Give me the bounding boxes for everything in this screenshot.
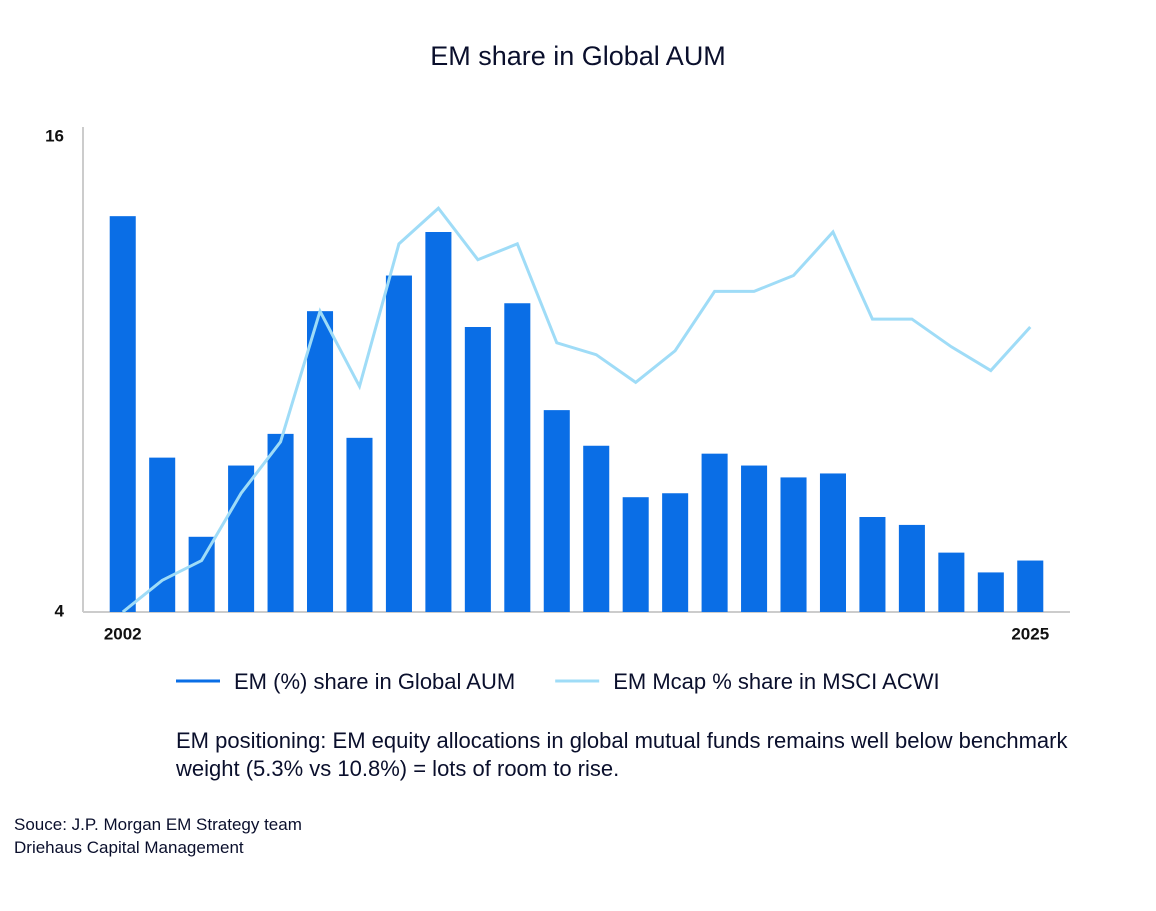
bar — [859, 517, 886, 612]
y-tick-label: 4 — [55, 601, 65, 620]
bar — [109, 216, 136, 612]
legend-label: EM (%) share in Global AUM — [234, 669, 515, 694]
y-tick-label: 16 — [45, 126, 64, 145]
bar — [267, 433, 294, 612]
chart: EM share in Global AUM 4 16 2002 2025 EM (%)… — [45, 41, 1070, 694]
chart-title: EM share in Global AUM — [430, 41, 726, 71]
bar — [701, 453, 728, 612]
bar — [583, 445, 610, 612]
source-line: Driehaus Capital Management — [14, 838, 244, 857]
bar — [898, 524, 925, 612]
source: Souce: J.P. Morgan EM Strategy team Drie… — [14, 813, 302, 859]
bar — [346, 437, 373, 612]
bar — [780, 477, 807, 612]
bar — [938, 552, 965, 612]
note: EM positioning: EM equity allocations in… — [176, 728, 1068, 781]
bar — [543, 410, 570, 612]
bar — [425, 232, 452, 612]
legend-label: EM Mcap % share in MSCI ACWI — [613, 669, 939, 694]
bar — [1017, 560, 1044, 612]
source-line: Souce: J.P. Morgan EM Strategy team — [14, 815, 302, 834]
bar — [306, 311, 334, 612]
bar — [188, 536, 215, 612]
x-tick-label: 2025 — [1011, 624, 1049, 643]
bar — [977, 572, 1004, 612]
bar — [662, 493, 689, 612]
bar — [504, 303, 531, 612]
line — [121, 206, 1032, 614]
bar — [464, 327, 491, 612]
bar — [819, 473, 847, 612]
bar — [385, 275, 412, 612]
bar — [228, 465, 255, 612]
bar — [741, 465, 768, 612]
bar — [622, 497, 649, 612]
x-tick-label: 2002 — [104, 624, 142, 643]
